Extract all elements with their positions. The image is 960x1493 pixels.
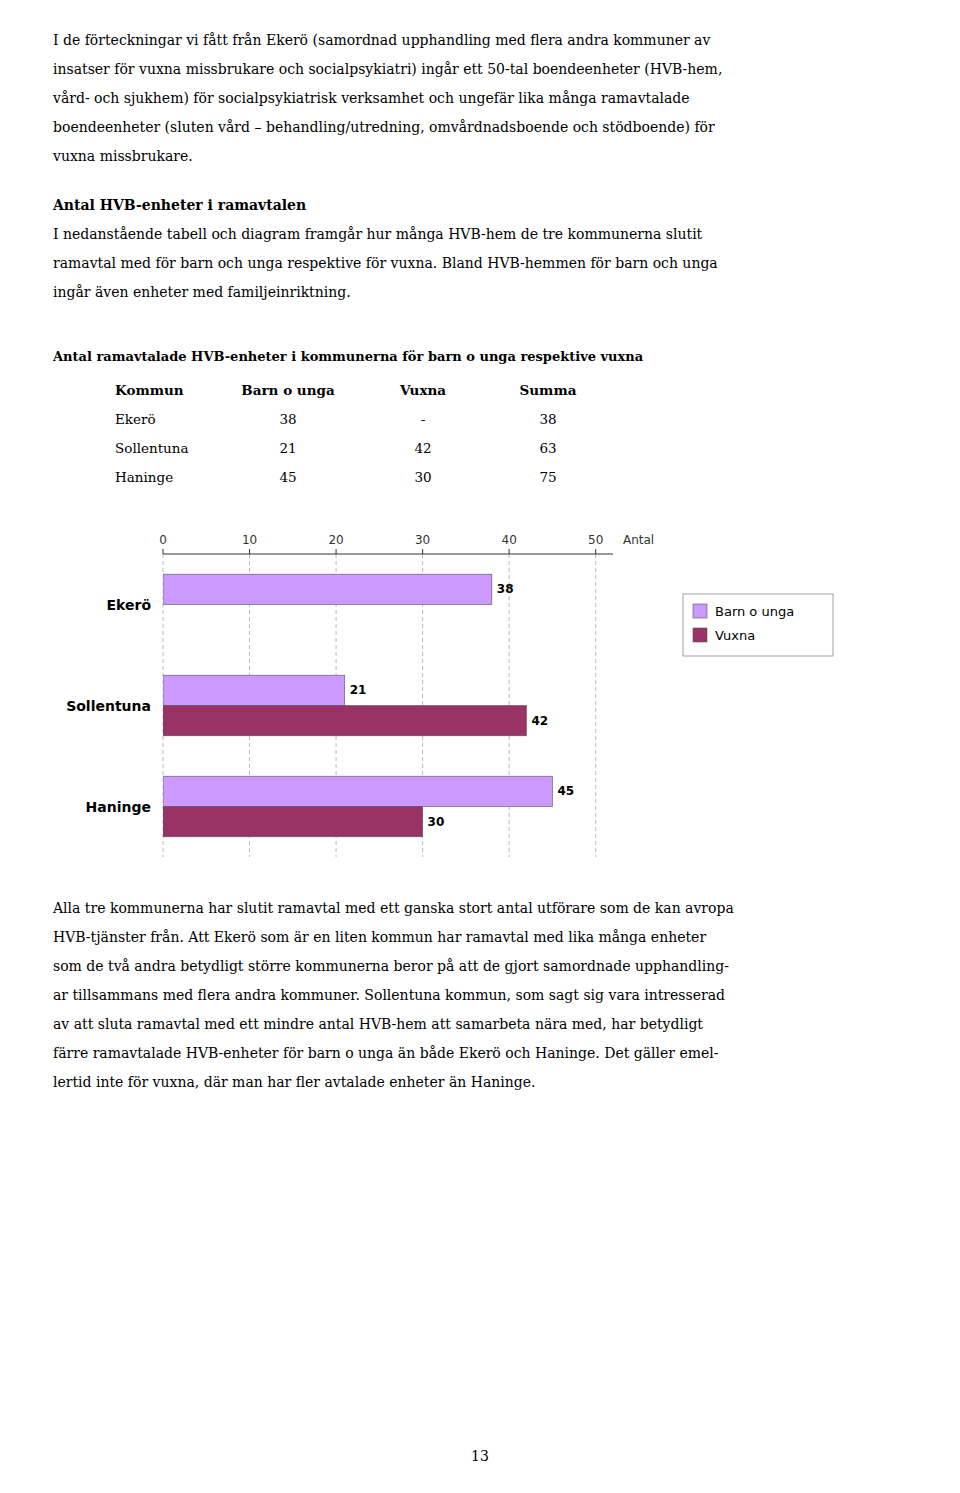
section-title: Antal HVB-enheter i ramavtalen (53, 191, 933, 220)
paragraph-line: lertid inte för vuxna, där man har fler … (53, 1068, 933, 1097)
paragraph-line: HVB-tjänster från. Att Ekerö som är en l… (53, 923, 933, 952)
data-labels: 38 21 42 45 30 (350, 582, 574, 828)
tick-label: 50 (588, 533, 603, 547)
paragraph-line: vuxna missbrukare. (53, 142, 933, 171)
paragraph-line: boendeenheter (sluten vård – behandling/… (53, 113, 933, 142)
paragraph-line: av att sluta ramavtal med ett mindre ant… (53, 1010, 933, 1039)
category-label: Ekerö (106, 597, 151, 613)
bar (163, 675, 345, 705)
table-header: Vuxna (400, 376, 446, 405)
tick-label: 0 (159, 533, 167, 547)
data-label: 21 (350, 683, 367, 697)
table-cell: - (421, 405, 426, 434)
legend-swatch (693, 604, 707, 618)
table-cell: 45 (279, 463, 296, 492)
tick-label: 40 (502, 533, 517, 547)
paragraph-line: som de två andra betydligt större kommun… (53, 952, 933, 981)
data-label: 38 (497, 582, 514, 596)
page-number: 13 (0, 1448, 960, 1464)
data-label: 30 (428, 815, 445, 829)
table-row: Ekerö 38 - 38 (53, 405, 933, 434)
paragraph-line: ar tillsammans med flera andra kommuner.… (53, 981, 933, 1010)
legend: Barn o unga Vuxna (683, 594, 833, 656)
paragraph-line: I nedanstående tabell och diagram framgå… (53, 220, 933, 249)
table-cell: Ekerö (115, 405, 156, 434)
category-label: Haninge (86, 799, 151, 815)
table-header: Barn o unga (241, 376, 334, 405)
paragraph-line: Alla tre kommunerna har slutit ramavtal … (53, 894, 933, 923)
table-cell: 63 (539, 434, 556, 463)
tick-label: 20 (328, 533, 343, 547)
table-cell: Haninge (115, 463, 173, 492)
legend-swatch (693, 628, 707, 642)
table-cell: 21 (279, 434, 296, 463)
legend-frame (683, 594, 833, 656)
data-label: 42 (531, 714, 548, 728)
table-cell: Sollentuna (115, 434, 189, 463)
x-axis-line (163, 554, 613, 555)
page: I de förteckningar vi fått från Ekerö (s… (0, 0, 960, 1493)
paragraph-line: I de förteckningar vi fått från Ekerö (s… (53, 26, 933, 55)
table-cell: 38 (539, 405, 556, 434)
tick-mark (336, 549, 337, 554)
paragraph-line: insatser för vuxna missbrukare och socia… (53, 55, 933, 84)
paragraph-line: färre ramavtalade HVB-enheter för barn o… (53, 1039, 933, 1068)
chart: 0 10 20 30 40 50 Antal 38 21 42 45 30 Ekerö Sollentun… (53, 512, 933, 882)
table-header: Kommun (115, 376, 184, 405)
table-cell: 38 (279, 405, 296, 434)
table-header-row: Kommun Barn o unga Vuxna Summa (53, 376, 933, 405)
grid-line (595, 554, 596, 857)
table-title: Antal ramavtalade HVB-enheter i kommuner… (53, 342, 933, 372)
bar (163, 807, 423, 837)
table-cell: 42 (414, 434, 431, 463)
bars (163, 574, 552, 837)
data-label: 45 (557, 784, 574, 798)
tick-mark (249, 549, 250, 554)
bar (163, 776, 552, 806)
bar (163, 706, 526, 736)
table-cell: 30 (414, 463, 431, 492)
paragraph-line: vård- och sjukhem) för socialpsykiatrisk… (53, 84, 933, 113)
tick-mark (509, 549, 510, 554)
axis-label: Antal (623, 533, 654, 547)
tick-mark (595, 549, 596, 554)
legend-label: Vuxna (715, 628, 755, 643)
tick-mark (163, 549, 164, 554)
table-cell: 75 (539, 463, 556, 492)
table-header: Summa (520, 376, 577, 405)
tick-label: 30 (415, 533, 430, 547)
legend-label: Barn o unga (715, 604, 794, 619)
table-row: Haninge 45 30 75 (53, 463, 933, 492)
tick-mark (422, 549, 423, 554)
bar (163, 574, 492, 604)
paragraph-line: ingår även enheter med familjeinriktning… (53, 278, 933, 307)
text-flow: I de förteckningar vi fått från Ekerö (s… (53, 26, 933, 1097)
category-label: Sollentuna (66, 698, 151, 714)
paragraph-line: ramavtal med för barn och unga respektiv… (53, 249, 933, 278)
table-row: Sollentuna 21 42 63 (53, 434, 933, 463)
tick-label: 10 (242, 533, 257, 547)
